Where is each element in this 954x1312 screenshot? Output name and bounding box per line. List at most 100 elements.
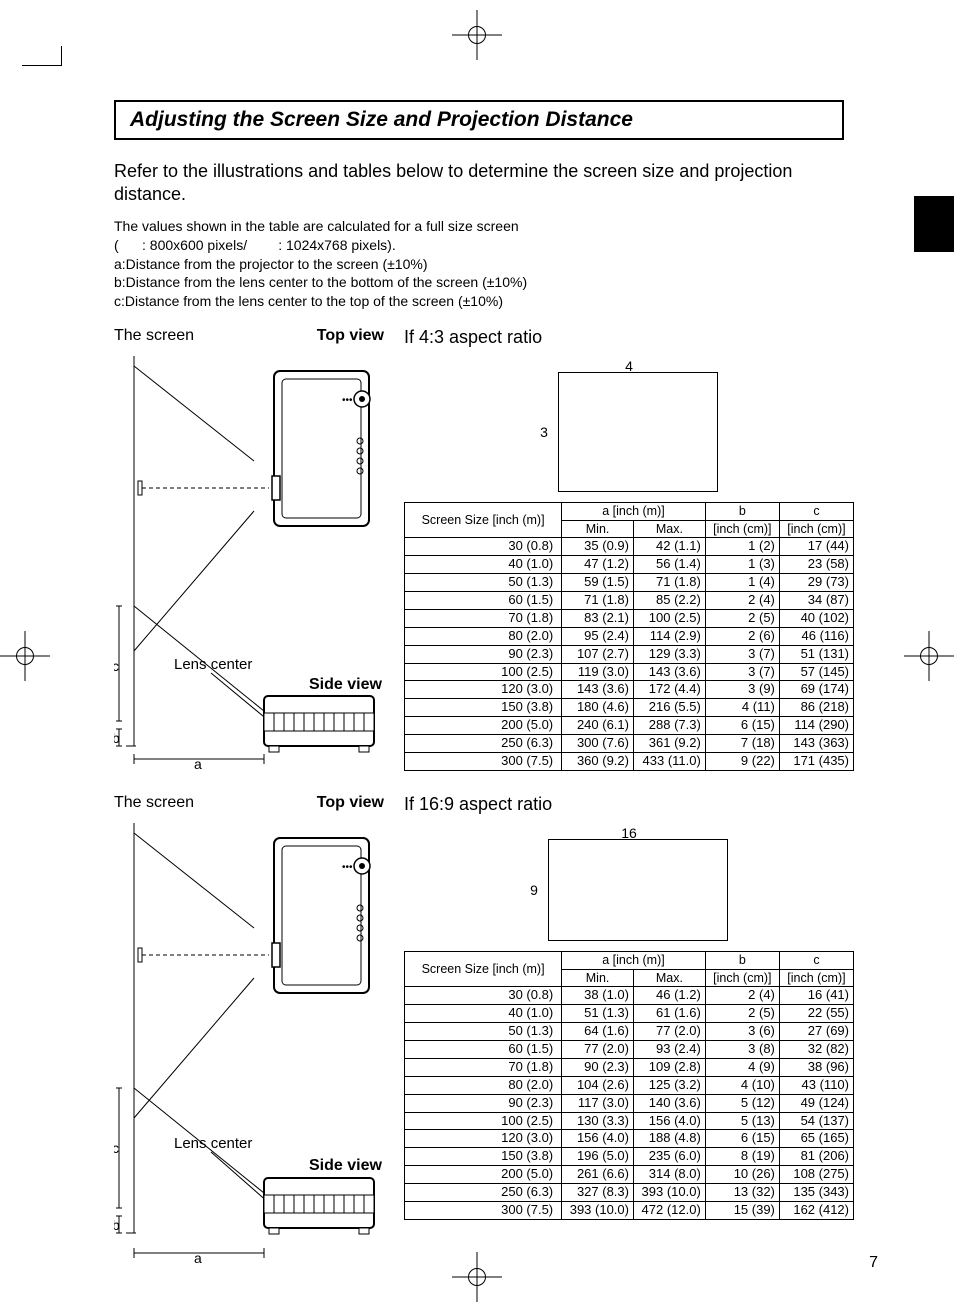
ratio-43-title: If 4:3 aspect ratio <box>404 327 854 348</box>
table-cell: 69 (174) <box>779 681 853 699</box>
note-a: a:Distance from the projector to the scr… <box>114 255 854 274</box>
th-min: Min. <box>562 520 634 537</box>
table-cell: 361 (9.2) <box>633 735 705 753</box>
table-row: 80 (2.0)104 (2.6)125 (3.2)4 (10)43 (110) <box>405 1076 854 1094</box>
table-row: 70 (1.8)83 (2.1)100 (2.5)2 (5)40 (102) <box>405 609 854 627</box>
table-cell: 16 (41) <box>779 986 853 1004</box>
table-cell: 59 (1.5) <box>562 573 634 591</box>
table-cell: 2 (4) <box>705 986 779 1004</box>
table-cell: 150 (3.8) <box>405 699 562 717</box>
svg-text:•••: ••• <box>342 395 353 406</box>
table-row: 80 (2.0)95 (2.4)114 (2.9)2 (6)46 (116) <box>405 627 854 645</box>
table-cell: 50 (1.3) <box>405 573 562 591</box>
screen-label-2: The screen <box>114 794 194 812</box>
page-title: Adjusting the Screen Size and Projection… <box>130 108 828 132</box>
th-c-2: c <box>779 952 853 969</box>
table-cell: 32 (82) <box>779 1040 853 1058</box>
table-row: 300 (7.5)393 (10.0)472 (12.0)15 (39)162 … <box>405 1202 854 1220</box>
th-max: Max. <box>633 520 705 537</box>
table-cell: 35 (0.9) <box>562 537 634 555</box>
note-line1: The values shown in the table are calcul… <box>114 217 854 236</box>
table-cell: 60 (1.5) <box>405 1040 562 1058</box>
table-row: 30 (0.8)38 (1.0)46 (1.2)2 (4)16 (41) <box>405 986 854 1004</box>
table-cell: 188 (4.8) <box>633 1130 705 1148</box>
table-cell: 143 (3.6) <box>633 663 705 681</box>
table-cell: 93 (2.4) <box>633 1040 705 1058</box>
table-cell: 40 (1.0) <box>405 555 562 573</box>
table-cell: 80 (2.0) <box>405 1076 562 1094</box>
table-cell: 393 (10.0) <box>562 1202 634 1220</box>
table-cell: 107 (2.7) <box>562 645 634 663</box>
table-cell: 4 (11) <box>705 699 779 717</box>
projector-diagram-43-svg: ••• c Lens center Side view <box>114 351 384 771</box>
th-min-2: Min. <box>562 969 634 986</box>
table-cell: 81 (206) <box>779 1148 853 1166</box>
table-cell: 433 (11.0) <box>633 753 705 771</box>
table-cell: 40 (1.0) <box>405 1004 562 1022</box>
table-row: 40 (1.0)51 (1.3)61 (1.6)2 (5)22 (55) <box>405 1004 854 1022</box>
table-cell: 22 (55) <box>779 1004 853 1022</box>
table-row: 250 (6.3)327 (8.3)393 (10.0)13 (32)135 (… <box>405 1184 854 1202</box>
table-row: 50 (1.3)64 (1.6)77 (2.0)3 (6)27 (69) <box>405 1022 854 1040</box>
table-cell: 86 (218) <box>779 699 853 717</box>
table-cell: 30 (0.8) <box>405 537 562 555</box>
table-row: 120 (3.0)143 (3.6)172 (4.4)3 (9)69 (174) <box>405 681 854 699</box>
svg-text:Lens center: Lens center <box>174 1135 252 1152</box>
title-box: Adjusting the Screen Size and Projection… <box>114 100 844 140</box>
table-cell: 38 (1.0) <box>562 986 634 1004</box>
note-line2: ( : 800x600 pixels/ : 1024x768 pixels). <box>114 236 854 255</box>
table-cell: 23 (58) <box>779 555 853 573</box>
table-row: 70 (1.8)90 (2.3)109 (2.8)4 (9)38 (96) <box>405 1058 854 1076</box>
table-row: 250 (6.3)300 (7.6)361 (9.2)7 (18)143 (36… <box>405 735 854 753</box>
svg-text:a: a <box>194 756 202 771</box>
table-cell: 90 (2.3) <box>405 645 562 663</box>
table-cell: 140 (3.6) <box>633 1094 705 1112</box>
table-cell: 61 (1.6) <box>633 1004 705 1022</box>
table-cell: 314 (8.0) <box>633 1166 705 1184</box>
table-row: 100 (2.5)119 (3.0)143 (3.6)3 (7)57 (145) <box>405 663 854 681</box>
table-cell: 3 (6) <box>705 1022 779 1040</box>
table-cell: 1 (2) <box>705 537 779 555</box>
table-cell: 235 (6.0) <box>633 1148 705 1166</box>
table-row: 150 (3.8)196 (5.0)235 (6.0)8 (19)81 (206… <box>405 1148 854 1166</box>
table-cell: 5 (13) <box>705 1112 779 1130</box>
table-cell: 2 (5) <box>705 1004 779 1022</box>
table-cell: 327 (8.3) <box>562 1184 634 1202</box>
table-cell: 50 (1.3) <box>405 1022 562 1040</box>
table-cell: 1 (4) <box>705 573 779 591</box>
table-cell: 4 (9) <box>705 1058 779 1076</box>
table-row: 90 (2.3)117 (3.0)140 (3.6)5 (12)49 (124) <box>405 1094 854 1112</box>
table-cell: 2 (5) <box>705 609 779 627</box>
table-cell: 1 (3) <box>705 555 779 573</box>
th-max-2: Max. <box>633 969 705 986</box>
table-cell: 6 (15) <box>705 1130 779 1148</box>
table-cell: 95 (2.4) <box>562 627 634 645</box>
svg-text:c: c <box>114 658 119 674</box>
th-screen-size: Screen Size [inch (m)] <box>405 503 562 538</box>
table-cell: 70 (1.8) <box>405 609 562 627</box>
table-cell: 3 (8) <box>705 1040 779 1058</box>
th-b-unit-2: [inch (cm)] <box>705 969 779 986</box>
projector-diagram-169-svg: ••• c Lens center Side view <box>114 818 384 1268</box>
section-169: The screen Top view ••• <box>114 794 854 1273</box>
top-view-label-2: Top view <box>317 794 384 812</box>
table-cell: 114 (290) <box>779 717 853 735</box>
table-cell: 80 (2.0) <box>405 627 562 645</box>
table-cell: 196 (5.0) <box>562 1148 634 1166</box>
table-cell: 56 (1.4) <box>633 555 705 573</box>
diagram-43: The screen Top view ••• <box>114 327 384 776</box>
screen-label: The screen <box>114 327 194 345</box>
th-b: b <box>705 503 779 520</box>
table-cell: 261 (6.6) <box>562 1166 634 1184</box>
table-row: 60 (1.5)71 (1.8)85 (2.2)2 (4)34 (87) <box>405 591 854 609</box>
ratio-169-title: If 16:9 aspect ratio <box>404 794 854 815</box>
svg-text:a: a <box>194 1250 202 1266</box>
table-cell: 114 (2.9) <box>633 627 705 645</box>
table-cell: 120 (3.0) <box>405 681 562 699</box>
table-cell: 171 (435) <box>779 753 853 771</box>
th-screen-size-2: Screen Size [inch (m)] <box>405 952 562 987</box>
table-cell: 85 (2.2) <box>633 591 705 609</box>
table-43: Screen Size [inch (m)] a [inch (m)] b c … <box>404 502 854 771</box>
table-cell: 71 (1.8) <box>633 573 705 591</box>
section-43: The screen Top view ••• <box>114 327 854 776</box>
